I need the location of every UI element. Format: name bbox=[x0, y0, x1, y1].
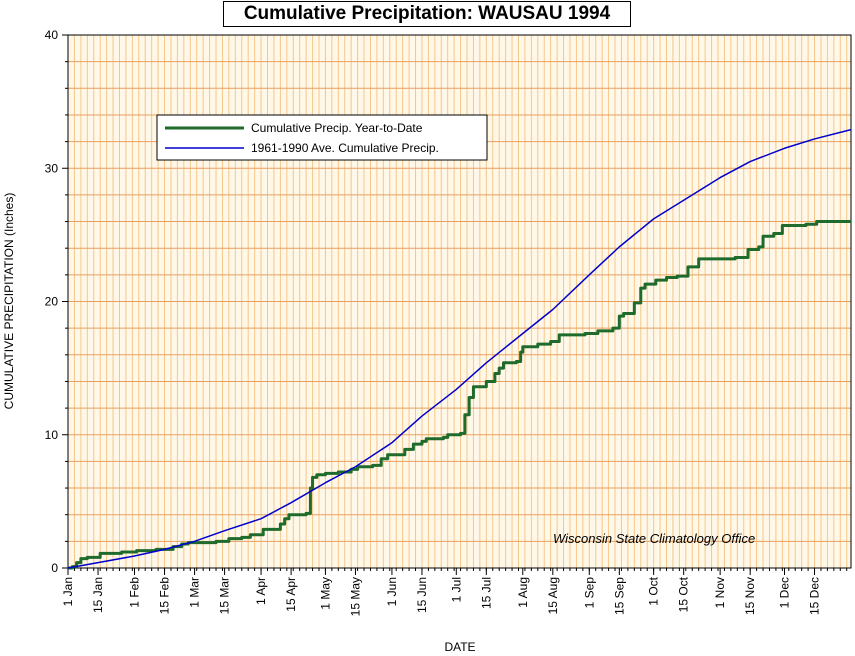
x-tick-label: 1 Sep bbox=[582, 577, 596, 609]
series-line-ytd bbox=[68, 220, 851, 570]
y-tick-label: 20 bbox=[45, 295, 59, 309]
series-group bbox=[67, 128, 852, 570]
x-tick-label: 1 Jun bbox=[385, 577, 399, 606]
x-axis: 1 Jan 15 Jan 1 Feb 15 Feb 1 Mar 15 Mar 1 Apr 15… bbox=[61, 567, 851, 616]
x-tick-label: 15 Jun bbox=[415, 577, 429, 613]
x-axis-title: DATE bbox=[444, 640, 475, 654]
x-tick-label: 15 Feb bbox=[158, 577, 172, 615]
x-tick-label: 15 Jul bbox=[479, 577, 493, 609]
x-tick-label: 1 Apr bbox=[254, 577, 268, 605]
x-tick-label: 1 May bbox=[318, 577, 332, 610]
x-tick-label: 1 Dec bbox=[777, 577, 791, 608]
series-line-average bbox=[67, 128, 852, 569]
legend-box bbox=[156, 114, 488, 161]
source-annotation: Wisconsin State Climatology Office bbox=[553, 531, 755, 546]
x-tick-label: 1 Mar bbox=[188, 577, 202, 608]
y-tick-label: 40 bbox=[45, 28, 59, 42]
y-axis-title: CUMULATIVE PRECIPITATION (Inches) bbox=[2, 193, 16, 410]
x-tick-label: 15 May bbox=[348, 577, 362, 616]
y-tick-label: 30 bbox=[45, 161, 59, 175]
grid bbox=[68, 35, 851, 568]
y-tick-label: 0 bbox=[51, 561, 58, 575]
x-tick-label: 15 Apr bbox=[284, 577, 298, 612]
x-tick-label: 1 Jan bbox=[61, 577, 75, 606]
x-tick-label: 15 Nov bbox=[743, 577, 757, 615]
x-tick-label: 1 Aug bbox=[516, 577, 530, 608]
legend-label-ytd: Cumulative Precip. Year-to-Date bbox=[251, 121, 423, 135]
x-tick-label: 1 Feb bbox=[128, 577, 142, 608]
x-tick-label: 15 Aug bbox=[546, 577, 560, 614]
x-tick-label: 15 Mar bbox=[218, 577, 232, 614]
legend: Cumulative Precip. Year-to-Date 1961-199… bbox=[156, 114, 488, 161]
chart-title: Cumulative Precipitation: WAUSAU 1994 bbox=[223, 1, 631, 27]
x-tick-label: 15 Oct bbox=[677, 576, 691, 612]
x-tick-label: 1 Oct bbox=[647, 576, 661, 605]
y-tick-label: 10 bbox=[45, 428, 59, 442]
x-tick-label: 1 Jul bbox=[449, 577, 463, 602]
y-axis: 0 10 20 30 40 bbox=[45, 28, 69, 575]
legend-label-average: 1961-1990 Ave. Cumulative Precip. bbox=[251, 141, 439, 155]
x-tick-label: 15 Sep bbox=[612, 577, 626, 615]
x-tick-label: 15 Jan bbox=[91, 577, 105, 613]
x-tick-label: 15 Dec bbox=[808, 577, 822, 615]
x-tick-label: 1 Nov bbox=[713, 577, 727, 608]
